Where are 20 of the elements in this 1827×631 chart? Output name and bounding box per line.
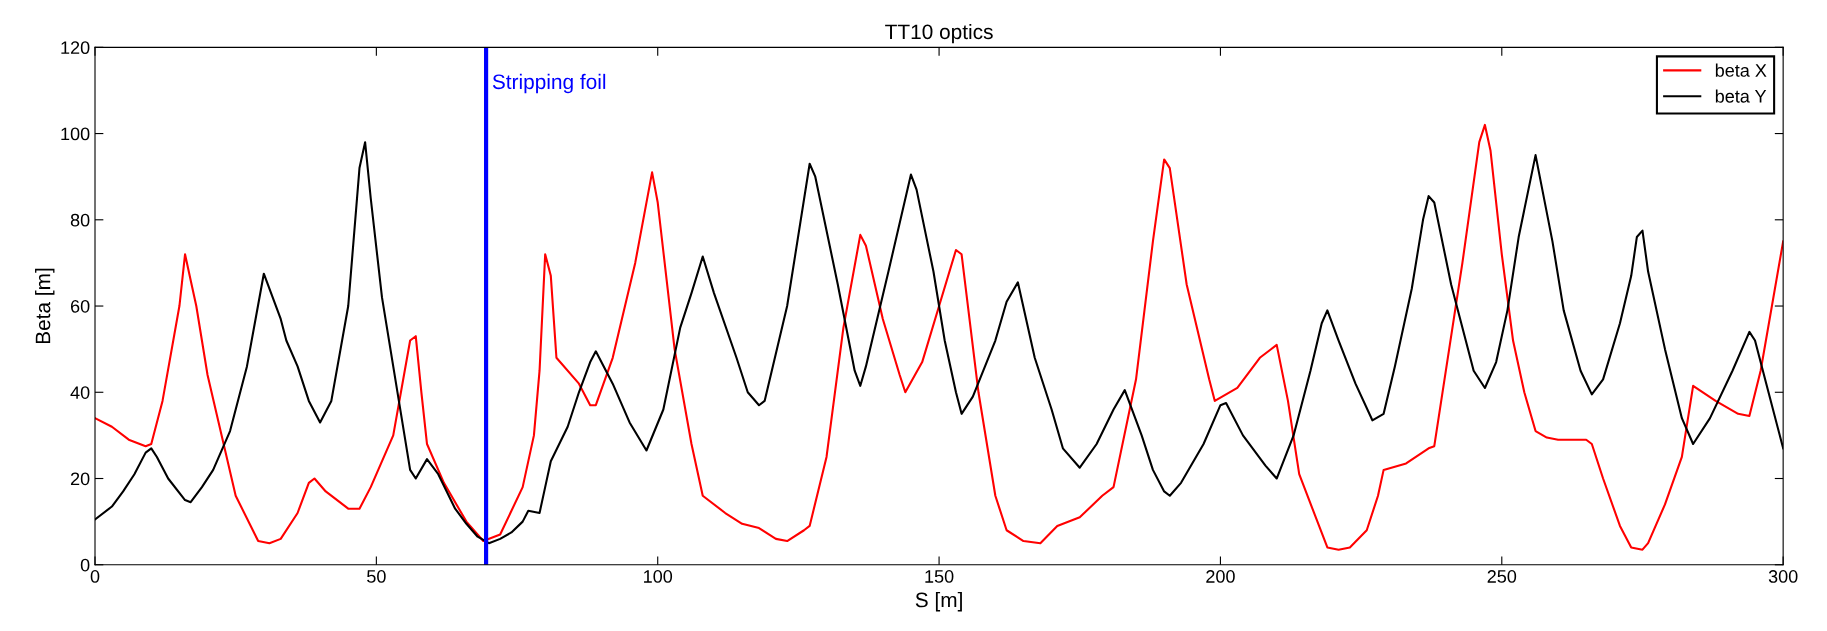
y-tick-label: 60 [70, 299, 90, 313]
x-tick-label: 150 [925, 570, 954, 583]
y-tick-label: 100 [61, 127, 90, 141]
x-tick-label: 250 [1487, 570, 1517, 583]
legend-label: beta Y [1715, 89, 1767, 103]
x-tick-label: 200 [1206, 570, 1235, 583]
x-tick-label: 300 [1768, 570, 1798, 583]
y-tick-label: 0 [80, 558, 90, 572]
y-tick-label: 120 [61, 41, 90, 55]
y-tick-label: 80 [70, 213, 90, 227]
chart-title: TT10 optics [885, 23, 993, 44]
x-tick-label: 100 [644, 570, 673, 583]
x-tick-label: 50 [367, 570, 386, 583]
x-axis-title: S [m] [915, 591, 962, 612]
ref-line-label: Stripping foil [492, 73, 606, 94]
y-tick-label: 20 [70, 472, 90, 486]
legend-label: beta X [1715, 63, 1767, 77]
x-tick-label: 0 [90, 570, 100, 583]
y-axis-title: Beta [m] [35, 268, 55, 344]
y-tick-label: 40 [70, 386, 90, 399]
